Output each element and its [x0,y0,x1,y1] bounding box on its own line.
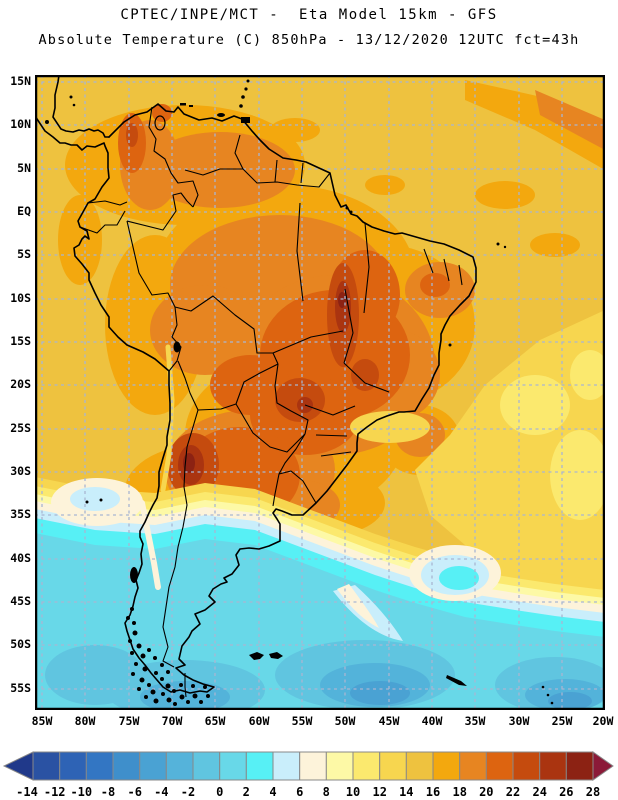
lat-label: 20S [10,377,31,391]
svg-text:18: 18 [452,785,466,799]
country-borders [79,106,463,698]
svg-text:14: 14 [399,785,413,799]
svg-text:-14: -14 [16,785,38,799]
lat-label: 30S [10,464,31,478]
temperature-map [34,74,615,720]
map-canvas [34,74,615,720]
svg-text:24: 24 [532,785,546,799]
lat-label: 55S [10,681,31,695]
svg-text:-2: -2 [181,785,195,799]
svg-text:28: 28 [586,785,600,799]
lon-label: 35W [464,714,486,728]
grid [35,75,605,710]
lon-label: 65W [204,714,226,728]
lon-label: 85W [31,714,53,728]
svg-text:12: 12 [372,785,386,799]
lon-label: 55W [291,714,313,728]
svg-text:8: 8 [323,785,330,799]
svg-text:-12: -12 [44,785,66,799]
lon-label: 40W [421,714,443,728]
svg-text:26: 26 [559,785,573,799]
lon-label: 45W [378,714,400,728]
svg-text:-8: -8 [101,785,115,799]
svg-text:6: 6 [296,785,303,799]
svg-text:16: 16 [426,785,440,799]
colorbar-right-arrow [592,751,614,781]
svg-text:-6: -6 [127,785,141,799]
lat-label: 40S [10,551,31,565]
lat-label: 10S [10,291,31,305]
svg-text:10: 10 [346,785,360,799]
lat-label: 5N [17,161,31,175]
svg-text:0: 0 [216,785,223,799]
coastline [34,74,477,694]
page-title: CPTEC/INPE/MCT - Eta Model 15km - GFS [120,7,498,23]
colorbar-left-arrow [2,751,34,781]
lon-label: 20W [592,714,614,728]
lon-label: 70W [161,714,183,728]
lon-label: 30W [508,714,530,728]
page-subtitle: Absolute Temperature (C) 850hPa - 13/12/… [38,32,580,48]
lon-label: 25W [551,714,573,728]
svg-text:22: 22 [506,785,520,799]
svg-text:-4: -4 [154,785,168,799]
lon-label: 75W [118,714,140,728]
svg-text:2: 2 [243,785,250,799]
islands-and-fjords [45,79,554,706]
lat-label: 15N [10,74,31,88]
map-frame [34,74,606,711]
lon-label: 60W [248,714,270,728]
colorbar-ticks: -14 -12 -10 -8 -6 -4 -2 0 2 4 6 8 10 12 … [16,785,600,799]
lon-label: 50W [334,714,356,728]
lat-label: 25S [10,421,31,435]
lat-label: 10N [10,117,31,131]
lat-label: EQ [17,204,31,218]
svg-text:4: 4 [269,785,276,799]
svg-text:-10: -10 [70,785,92,799]
lat-label: 15S [10,334,31,348]
lat-label: 5S [17,247,31,261]
lon-label: 80W [74,714,96,728]
lat-label: 50S [10,637,31,651]
svg-text:20: 20 [479,785,493,799]
colorbar: -14 -12 -10 -8 -6 -4 -2 0 2 4 6 8 10 12 … [2,751,614,799]
lat-label: 35S [10,507,31,521]
lat-label: 45S [10,594,31,608]
colorbar-bins [32,751,594,781]
